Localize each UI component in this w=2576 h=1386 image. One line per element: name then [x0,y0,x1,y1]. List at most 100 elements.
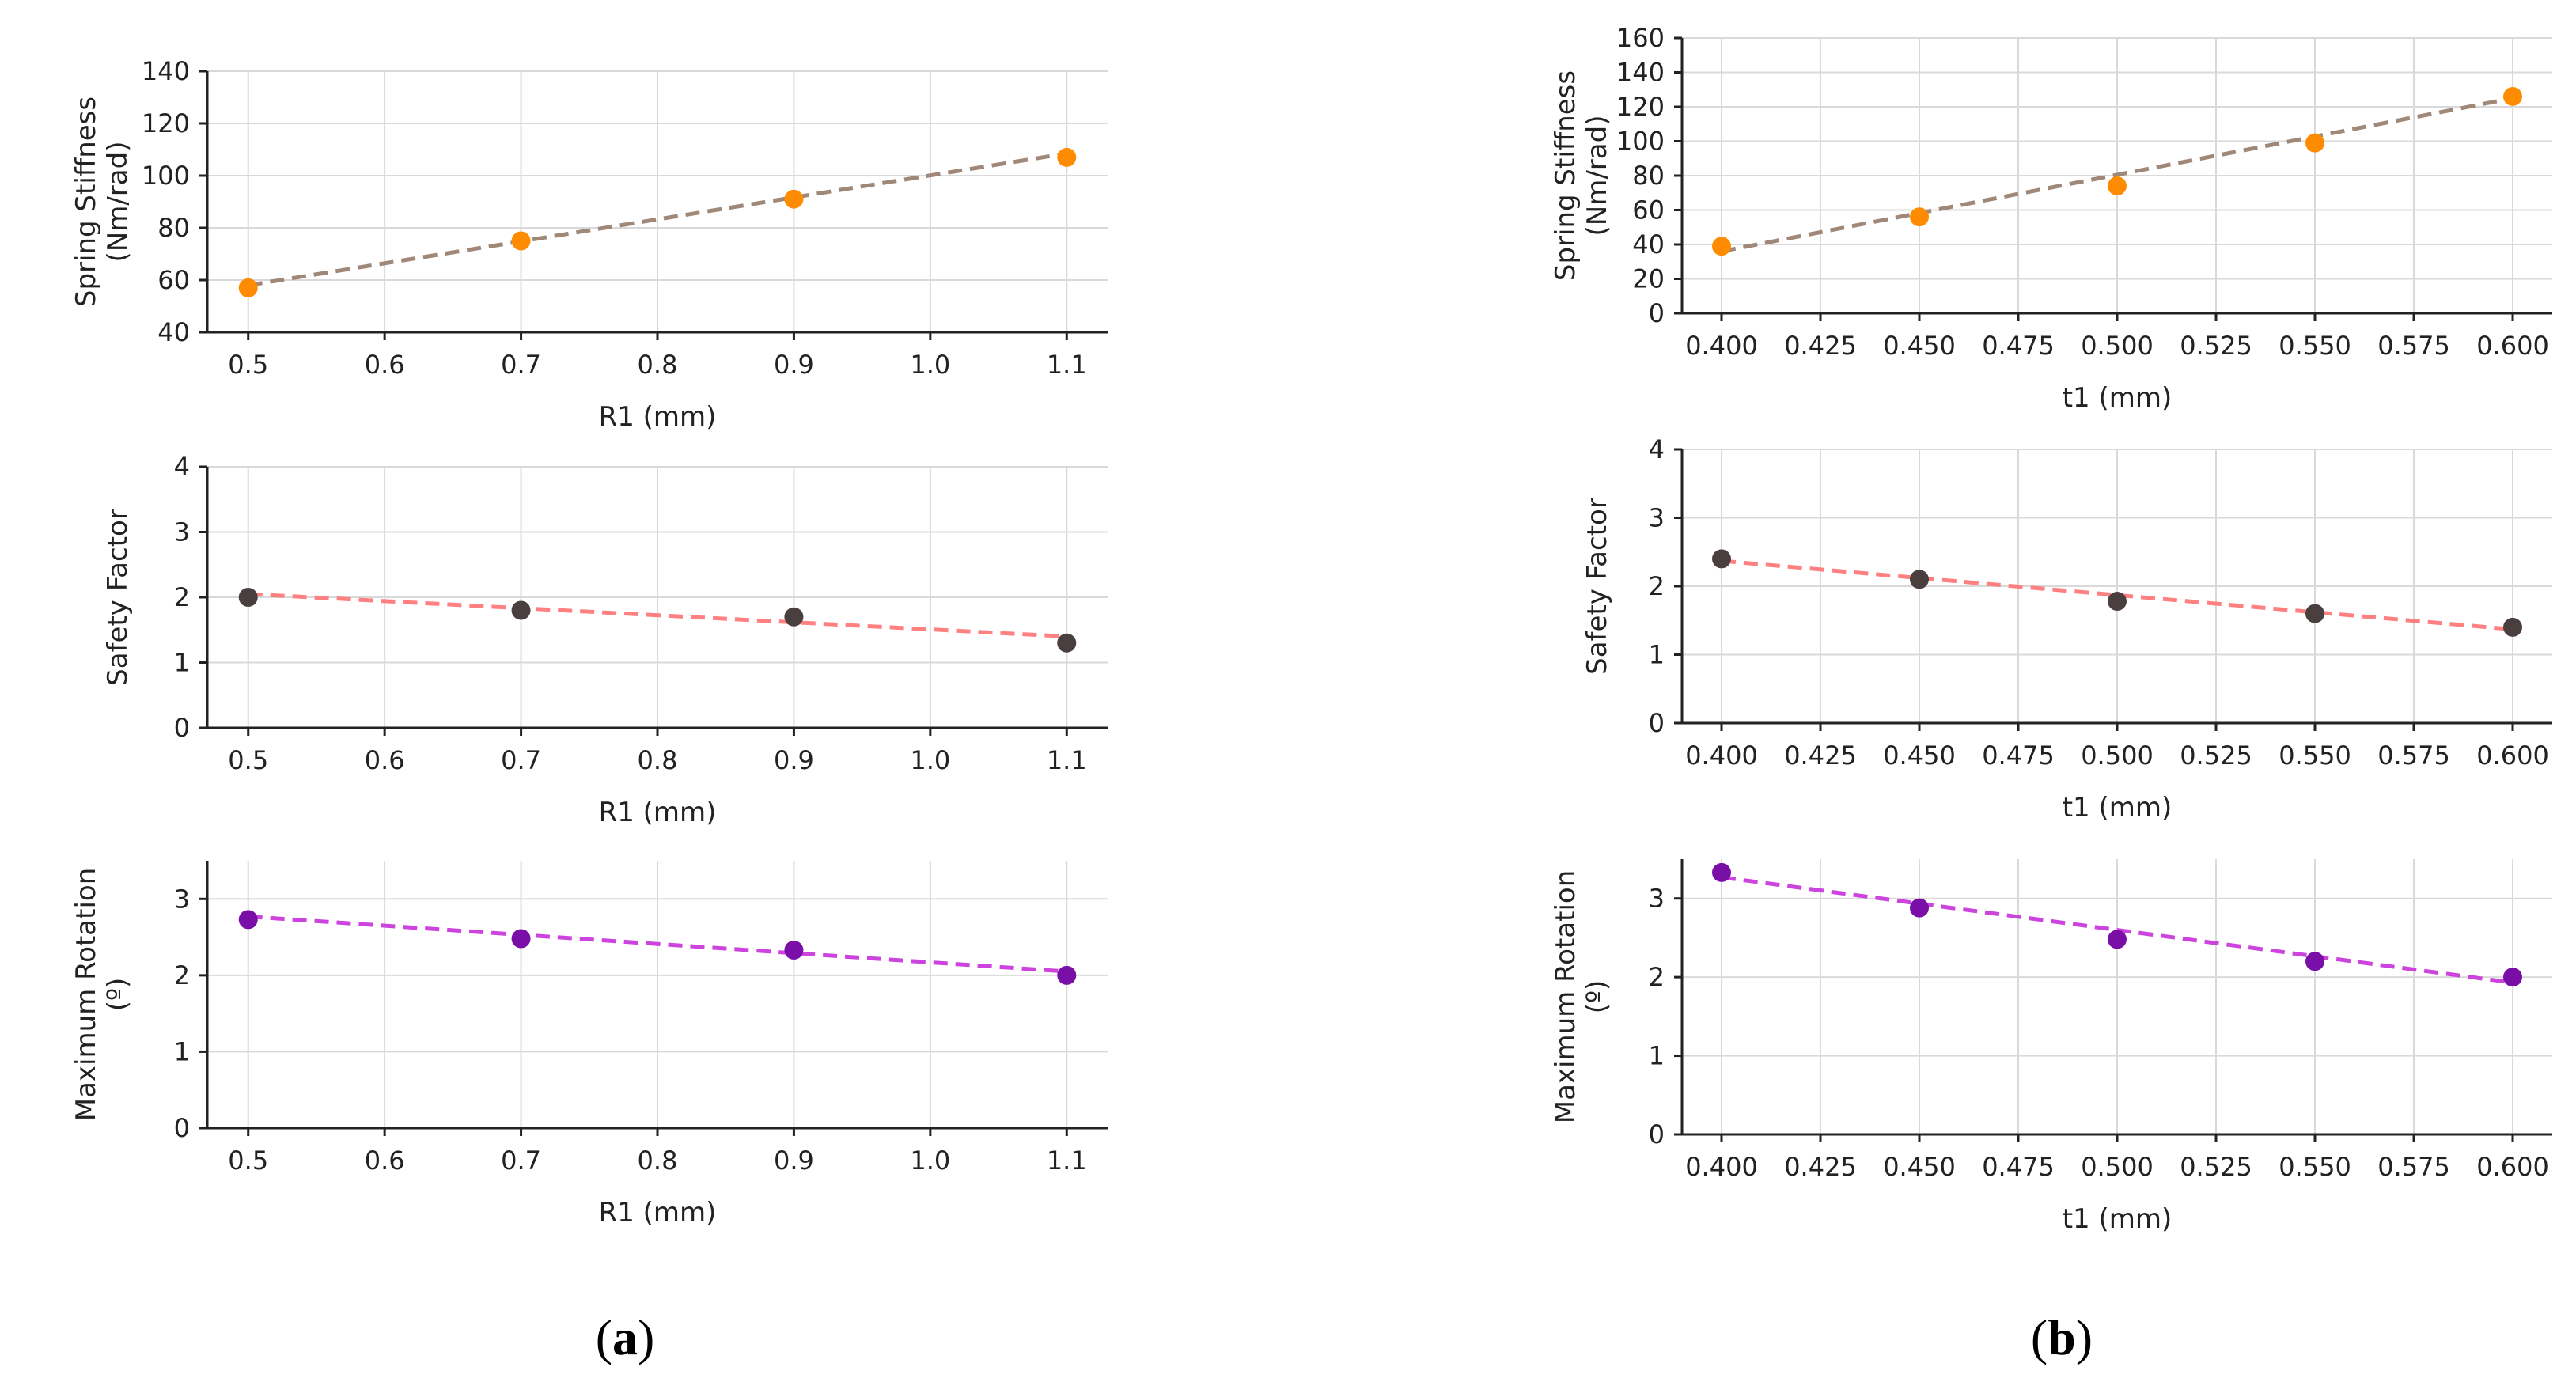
x-tick-label: 0.6 [365,1146,405,1176]
x-tick-label: 0.575 [2377,331,2450,361]
x-tick-label: 0.525 [2180,331,2252,361]
x-tick-label: 0.5 [228,1146,268,1176]
x-tick-label: 0.500 [2081,331,2154,361]
x-tick-label: 0.9 [774,350,814,380]
chart-4: 0.400 0.425 0.450 0.475 0.500 0.525 0.550 0.575… [1550,23,2552,414]
data-point [784,940,804,960]
x-tick-label: 0.7 [501,1146,541,1176]
data-point [2108,592,2127,612]
trend-line [248,592,1067,638]
y-tick-label: 20 [1632,264,1665,294]
x-tick-label: 0.425 [1784,1152,1857,1182]
x-tick-label: 1.0 [910,1146,950,1176]
chart-6: 0.400 0.425 0.450 0.475 0.500 0.525 0.550 0.575… [1550,859,2552,1235]
data-point [2108,176,2127,196]
y-tick-label: 2 [1649,571,1665,601]
x-tick-label: 0.600 [2476,1152,2549,1182]
x-tick-label: 0.600 [2476,740,2549,771]
y-tick-label: 40 [1632,229,1665,259]
x-tick-label: 0.5 [228,745,268,775]
x-tick-label: 0.400 [1685,740,1758,771]
y-tick-label: 140 [1616,58,1665,88]
data-point [1712,237,1731,256]
y-tick-label: 0 [1649,298,1665,328]
y-tick-label: 3 [174,884,190,914]
y-tick-label: 4 [174,452,190,482]
x-tick-label: 0.8 [638,1146,678,1176]
data-point [1910,207,1929,227]
x-tick-label: 0.425 [1784,331,1857,361]
x-tick-label: 0.575 [2377,1152,2450,1182]
chart-1: 0.5 0.6 0.7 0.8 0.9 1.0 1.1 40 60 80 100 120 140 R1 (… [70,56,1108,433]
x-tick-label: 0.400 [1685,331,1758,361]
y-tick-label: 120 [142,108,190,138]
data-point [1712,862,1731,882]
data-point [784,607,804,627]
y-tick-label: 0 [174,713,190,743]
y-tick-label: 1 [1649,1041,1665,1071]
x-tick-label: 1.1 [1047,1146,1087,1176]
y-axis-label: Spring Stiffness [1550,70,1582,281]
y-tick-label: 2 [174,582,190,612]
data-point [511,600,531,620]
data-point [2503,968,2522,987]
data-point [1712,549,1731,569]
data-point [2305,952,2324,971]
x-tick-label: 0.525 [2180,740,2252,771]
x-axis-label: R1 (mm) [599,797,717,828]
data-point [2305,604,2324,623]
y-tick-label: 4 [1649,434,1665,464]
x-tick-label: 0.9 [774,745,814,775]
y-axis-label: Maximum Rotation [1550,870,1582,1124]
x-tick-label: 0.550 [2279,1152,2351,1182]
data-point [238,910,258,930]
x-tick-label: 0.475 [1982,740,2055,771]
y-axis-label: (º) [102,978,134,1012]
y-tick-label: 80 [157,213,190,243]
data-point [1910,898,1929,918]
x-tick-label: 1.0 [910,350,950,380]
y-tick-label: 80 [1632,161,1665,191]
x-tick-label: 0.550 [2279,331,2351,361]
x-axis-label: t1 (mm) [2063,792,2173,824]
x-tick-label: 0.7 [501,745,541,775]
panel-b-label: (b) [2031,1309,2093,1365]
y-tick-label: 1 [1649,640,1665,670]
data-point [2305,133,2324,153]
y-tick-label: 0 [1649,708,1665,738]
data-point [2503,617,2522,637]
data-point [511,231,531,251]
x-tick-label: 0.6 [365,745,405,775]
x-tick-label: 0.8 [638,745,678,775]
y-tick-label: 0 [1649,1119,1665,1149]
y-tick-label: 2 [174,960,190,990]
x-tick-label: 0.500 [2081,1152,2154,1182]
x-tick-label: 1.0 [910,745,950,775]
x-tick-label: 0.500 [2081,740,2154,771]
y-axis-label: Spring Stiffness [70,97,102,307]
data-point [1057,633,1077,653]
data-point [238,588,258,607]
x-tick-label: 0.9 [774,1146,814,1176]
y-tick-label: 3 [174,517,190,547]
y-tick-label: 0 [174,1113,190,1143]
y-tick-label: 100 [1616,127,1665,157]
y-tick-label: 160 [1616,23,1665,53]
x-tick-label: 0.5 [228,350,268,380]
y-tick-label: 3 [1649,503,1665,533]
x-tick-label: 0.600 [2476,331,2549,361]
data-point [1910,570,1929,589]
x-tick-label: 0.475 [1982,1152,2055,1182]
chart-2: 0.5 0.6 0.7 0.8 0.9 1.0 1.1 0 1 2 3 4 R1 (mm) Safety … [102,452,1108,828]
y-tick-label: 120 [1616,92,1665,122]
trend-line [248,915,1067,974]
data-point [2503,86,2522,106]
data-point [2108,930,2127,949]
x-tick-label: 0.475 [1982,331,2055,361]
x-axis-label: R1 (mm) [599,1197,717,1229]
x-tick-label: 0.450 [1883,740,1956,771]
x-tick-label: 0.7 [501,350,541,380]
y-tick-label: 1 [174,648,190,678]
